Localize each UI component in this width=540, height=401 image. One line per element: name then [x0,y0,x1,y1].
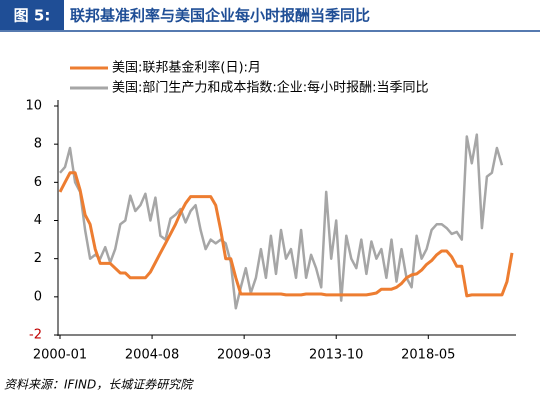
x-tick-label: 2000-01 [33,348,87,363]
x-tick-label: 2013-10 [309,348,363,363]
y-tick-label: -2 [29,328,42,343]
figure-label-box [0,0,64,30]
y-tick-label: 4 [34,213,42,228]
y-tick-label: 10 [25,99,42,114]
y-tick-label: 2 [34,251,42,266]
y-tick-label: 0 [34,289,42,304]
y-tick-label: 8 [34,137,42,152]
figure-label: 图 5: [14,7,51,25]
x-tick-label: 2009-03 [217,348,271,363]
legend-label: 美国:联邦基金利率(日):月 [112,60,261,76]
x-tick-label: 2018-05 [401,348,455,363]
series-line [59,133,504,310]
series-line [58,171,514,298]
source: 资料来源：IFIND，长城证券研究院 [4,378,194,392]
chart-title: 联邦基准利率与美国企业每小时报酬当季同比 [70,7,370,25]
y-tick-label: 6 [34,175,42,190]
x-tick-label: 2004-08 [125,348,179,363]
legend-label: 美国:部门生产力和成本指数:企业:每小时报酬:当季同比 [112,80,429,96]
